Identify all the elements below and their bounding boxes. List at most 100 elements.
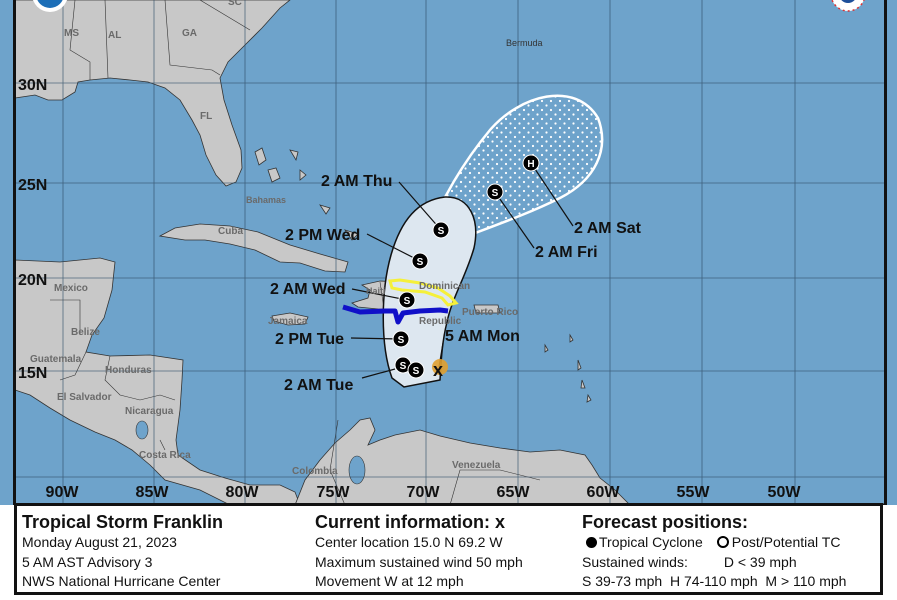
current-wind: Maximum sustained wind 50 mph: [315, 553, 523, 570]
lon-label: 90W: [46, 484, 80, 501]
label-2am-tue: 2 AM Tue: [284, 377, 353, 394]
forecast-points: S S S S S S S H: [392, 154, 540, 379]
label-5am-mon: 5 AM Mon: [445, 328, 520, 345]
jamaica: [271, 312, 309, 326]
storm-title: Tropical Storm Franklin: [22, 512, 224, 532]
lake-nicaragua: [135, 420, 149, 440]
label-2am-thu: 2 AM Thu: [321, 173, 392, 190]
mexico-central-america: [14, 257, 301, 505]
current-location: Center location 15.0 N 69.2 W: [315, 534, 503, 550]
us-southeast: [14, 0, 291, 187]
label-cuba: Cuba: [218, 226, 243, 237]
label-sc: SC: [228, 0, 242, 8]
label-honduras: Honduras: [105, 365, 152, 376]
forecast-key: Forecast positions: Tropical Cyclone Post…: [582, 512, 846, 592]
legend-panel: Tropical Storm Franklin Monday August 21…: [14, 503, 883, 595]
south-america: [294, 417, 631, 505]
current-info: Current information: x Center location 1…: [315, 512, 523, 592]
cuba: [158, 223, 349, 273]
label-fl: FL: [200, 111, 212, 122]
svg-text:S: S: [398, 335, 405, 346]
lon-label: 55W: [677, 484, 711, 501]
label-venezuela: Venezuela: [452, 460, 501, 471]
label-republic: Republic: [419, 316, 462, 327]
lon-label: 85W: [136, 484, 170, 501]
wind-key-d: D < 39 mph: [723, 553, 797, 570]
borders: [50, 0, 541, 505]
label-2am-wed: 2 AM Wed: [270, 281, 346, 298]
current-position-x-icon: x: [433, 360, 443, 380]
label-mexico: Mexico: [54, 283, 88, 294]
open-circle-icon: [716, 536, 729, 548]
forecast-heading: Forecast positions:: [582, 512, 749, 532]
label-colombia: Colombia: [292, 466, 338, 477]
svg-text:S: S: [404, 296, 411, 307]
point-2am-thu: S: [432, 221, 450, 239]
puerto-rico: [473, 304, 501, 314]
point-2am-wed: S: [398, 291, 416, 309]
label-belize: Belize: [71, 327, 100, 338]
point-2am-fri: S: [486, 183, 504, 201]
label-2am-sat: 2 AM Sat: [574, 220, 642, 237]
lat-label: 20N: [18, 272, 47, 289]
filled-circle-icon: [586, 537, 597, 548]
lesser-antilles: [544, 333, 592, 403]
label-nicaragua: Nicaragua: [125, 406, 174, 417]
label-el-salvador: El Salvador: [57, 392, 112, 403]
noaa-logo: [33, 0, 67, 12]
post-potential-key: Post/Potential TC: [731, 534, 841, 550]
point-2pm-wed: S: [411, 252, 429, 270]
label-haiti: Haiti: [366, 286, 386, 296]
storm-advisory: 5 AM AST Advisory 3: [22, 553, 153, 570]
land: [14, 0, 631, 505]
lat-label: 15N: [18, 365, 47, 382]
tropical-storm-warning-line: [342, 304, 449, 325]
place-labels: MS AL GA SC FL Bermuda Cuba Bahamas Mexi…: [30, 0, 543, 477]
label-ms: MS: [64, 28, 79, 39]
forecast-labels: 5 AM Mon 2 AM Tue 2 PM Tue 2 AM Wed 2 PM…: [270, 173, 642, 394]
label-dominican: Dominican: [419, 281, 470, 292]
nws-logo: [831, 0, 865, 12]
wind-key-shm: S 39-73 mph H 74-110 mph M > 110 mph: [582, 573, 847, 589]
lat-label: 25N: [18, 177, 47, 194]
point-2am-tue-b: S: [407, 361, 425, 379]
current-x-icon: x: [495, 512, 506, 532]
current-wind-field: [432, 359, 448, 375]
lat-lon-grid: [15, 0, 885, 505]
tropical-cyclone-key: Tropical Cyclone: [599, 534, 703, 550]
label-al: AL: [108, 30, 121, 41]
label-2pm-tue: 2 PM Tue: [275, 331, 344, 348]
svg-text:S: S: [413, 366, 420, 377]
svg-text:H: H: [527, 159, 534, 170]
bahamas: [254, 147, 359, 241]
label-bermuda: Bermuda: [506, 38, 543, 48]
hurricane-track-map: x S S S S S S S H MS AL GA SC FL Bermuda…: [0, 0, 897, 505]
lake-maracaibo: [348, 455, 366, 485]
label-bahamas: Bahamas: [246, 195, 286, 205]
lon-label: 60W: [587, 484, 621, 501]
lon-label: 65W: [497, 484, 531, 501]
lon-label: 50W: [768, 484, 802, 501]
tropical-storm-watch-line: [388, 278, 459, 307]
sustained-winds-label: Sustained winds:: [582, 553, 688, 570]
svg-text:S: S: [417, 257, 424, 268]
label-2am-fri: 2 AM Fri: [535, 244, 598, 261]
storm-agency: NWS National Hurricane Center: [22, 573, 221, 589]
point-2pm-tue: S: [392, 330, 410, 348]
lon-label: 75W: [317, 484, 351, 501]
svg-text:S: S: [400, 361, 407, 372]
label-ga: GA: [182, 28, 197, 39]
storm-date: Monday August 21, 2023: [22, 534, 177, 550]
svg-text:S: S: [438, 226, 445, 237]
map-frame: [13, 0, 887, 505]
current-heading: Current information:: [315, 512, 490, 532]
svg-text:S: S: [492, 188, 499, 199]
lon-labels: 90W 85W 80W 75W 70W 65W 60W 55W 50W: [46, 484, 802, 501]
storm-info: Tropical Storm Franklin Monday August 21…: [22, 512, 223, 592]
lat-label: 30N: [18, 77, 47, 94]
current-movement: Movement W at 12 mph: [315, 573, 464, 589]
lon-label: 80W: [226, 484, 260, 501]
lat-labels: 30N 25N 20N 15N: [18, 77, 47, 382]
lon-label: 70W: [407, 484, 441, 501]
label-2pm-wed: 2 PM Wed: [285, 227, 360, 244]
